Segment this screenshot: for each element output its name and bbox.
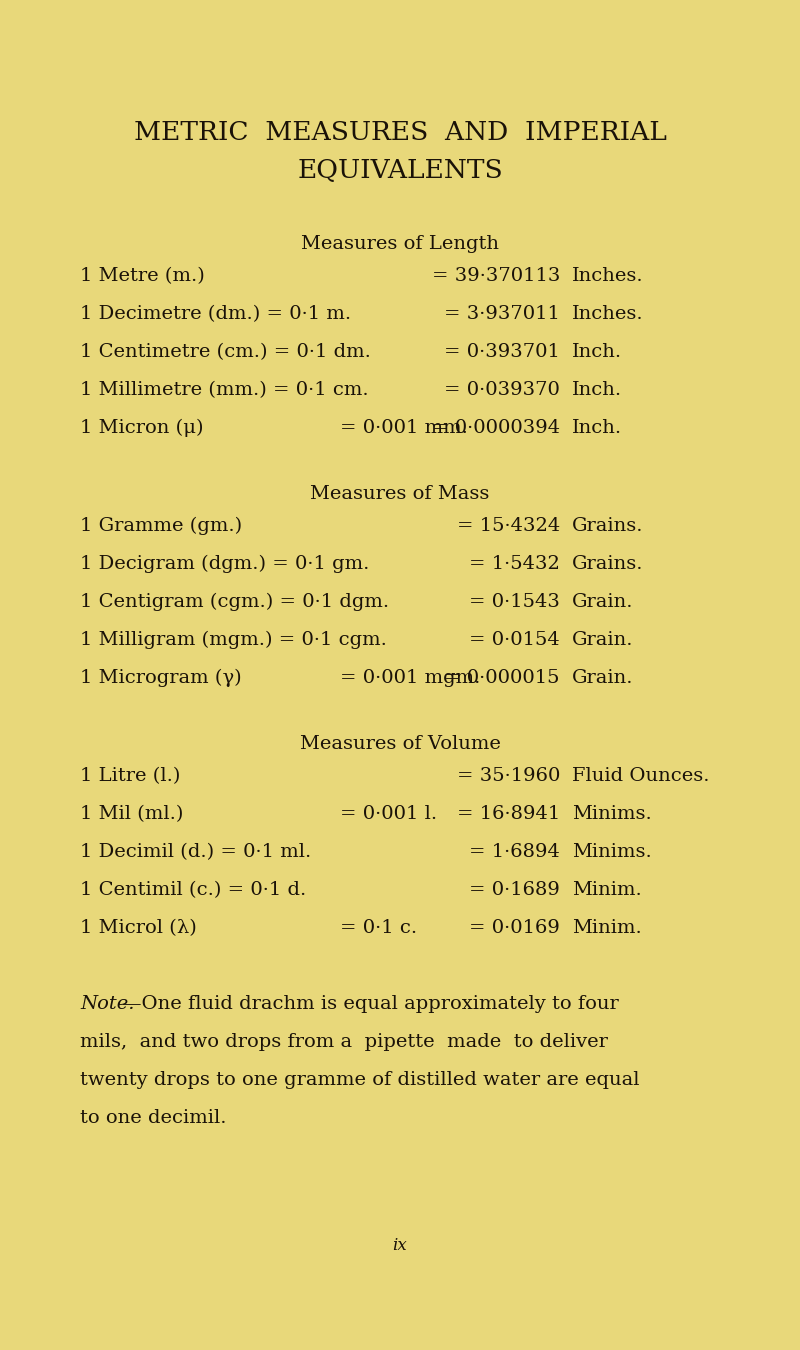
Text: twenty drops to one gramme of distilled water are equal: twenty drops to one gramme of distilled … [80,1071,639,1089]
Text: = 0·001 mm.: = 0·001 mm. [340,418,468,437]
Text: = 16·8941: = 16·8941 [457,805,560,823]
Text: Note.: Note. [80,995,134,1012]
Text: EQUIVALENTS: EQUIVALENTS [297,158,503,184]
Text: = 0·1 c.: = 0·1 c. [340,919,417,937]
Text: Minims.: Minims. [572,805,652,823]
Text: = 0·0154: = 0·0154 [470,630,560,649]
Text: Minim.: Minim. [572,919,642,937]
Text: = 39·370113: = 39·370113 [432,267,560,285]
Text: 1 Microgram (γ): 1 Microgram (γ) [80,670,242,687]
Text: 1 Metre (m.): 1 Metre (m.) [80,267,205,285]
Text: = 0·000015: = 0·000015 [445,670,560,687]
Text: 1 Micron (μ): 1 Micron (μ) [80,418,203,437]
Text: 1 Decimetre (dm.) = 0·1 m.: 1 Decimetre (dm.) = 0·1 m. [80,305,351,323]
Text: = 0·039370: = 0·039370 [444,381,560,400]
Text: = 0·001 mgm.: = 0·001 mgm. [340,670,480,687]
Text: = 0·0169: = 0·0169 [469,919,560,937]
Text: = 1·6894: = 1·6894 [469,842,560,861]
Text: = 35·1960: = 35·1960 [457,767,560,784]
Text: Measures of Mass: Measures of Mass [310,485,490,504]
Text: 1 Milligram (mgm.) = 0·1 cgm.: 1 Milligram (mgm.) = 0·1 cgm. [80,630,387,649]
Text: 1 Centimil (c.) = 0·1 d.: 1 Centimil (c.) = 0·1 d. [80,882,306,899]
Text: Inch.: Inch. [572,381,622,400]
Text: 1 Microl (λ): 1 Microl (λ) [80,919,197,937]
Text: = 0·393701: = 0·393701 [444,343,560,360]
Text: 1 Millimetre (mm.) = 0·1 cm.: 1 Millimetre (mm.) = 0·1 cm. [80,381,369,400]
Text: 1 Centimetre (cm.) = 0·1 dm.: 1 Centimetre (cm.) = 0·1 dm. [80,343,371,360]
Text: ix: ix [393,1237,407,1254]
Text: 1 Decigram (dgm.) = 0·1 gm.: 1 Decigram (dgm.) = 0·1 gm. [80,555,370,574]
Text: Inch.: Inch. [572,343,622,360]
Text: 1 Centigram (cgm.) = 0·1 dgm.: 1 Centigram (cgm.) = 0·1 dgm. [80,593,389,612]
Text: —One fluid drachm is equal approximately to four: —One fluid drachm is equal approximately… [122,995,618,1012]
Text: Fluid Ounces.: Fluid Ounces. [572,767,710,784]
Text: Inches.: Inches. [572,267,644,285]
Text: = 15·4324: = 15·4324 [457,517,560,535]
Text: METRIC  MEASURES  AND  IMPERIAL: METRIC MEASURES AND IMPERIAL [134,120,666,144]
Text: Grain.: Grain. [572,670,634,687]
Text: Inches.: Inches. [572,305,644,323]
Text: = 0·1543: = 0·1543 [469,593,560,612]
Text: Measures of Length: Measures of Length [301,235,499,252]
Text: = 0·1689: = 0·1689 [469,882,560,899]
Text: 1 Mil (ml.): 1 Mil (ml.) [80,805,183,823]
Text: = 0·0000394: = 0·0000394 [432,418,560,437]
Text: Minims.: Minims. [572,842,652,861]
Text: Grain.: Grain. [572,630,634,649]
Text: Grain.: Grain. [572,593,634,612]
Text: 1 Decimil (d.) = 0·1 ml.: 1 Decimil (d.) = 0·1 ml. [80,842,311,861]
Text: Inch.: Inch. [572,418,622,437]
Text: = 1·5432: = 1·5432 [469,555,560,572]
Text: = 3·937011: = 3·937011 [444,305,560,323]
Text: 1 Litre (l.): 1 Litre (l.) [80,767,180,784]
Text: = 0·001 l.: = 0·001 l. [340,805,437,823]
Text: mils,  and two drops from a  pipette  made  to deliver: mils, and two drops from a pipette made … [80,1033,608,1052]
Text: Grains.: Grains. [572,555,643,572]
Text: Measures of Volume: Measures of Volume [299,734,501,753]
Text: Minim.: Minim. [572,882,642,899]
Text: 1 Gramme (gm.): 1 Gramme (gm.) [80,517,242,535]
Text: Grains.: Grains. [572,517,643,535]
Text: to one decimil.: to one decimil. [80,1108,226,1127]
